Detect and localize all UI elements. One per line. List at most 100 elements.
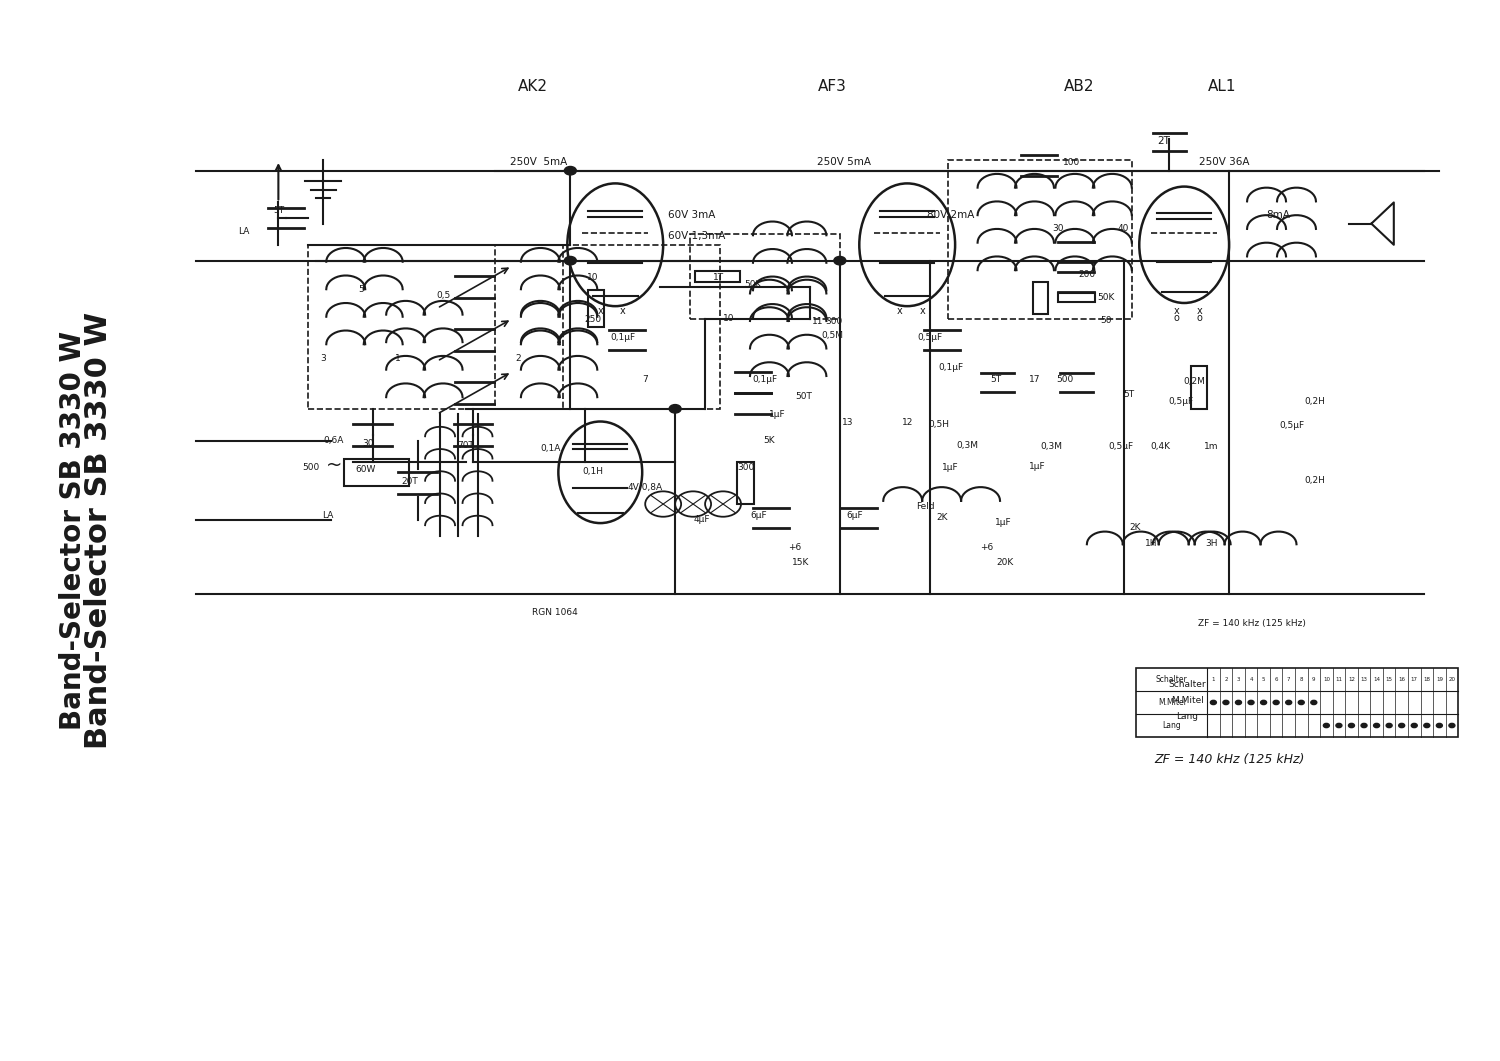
Text: 80V 2mA: 80V 2mA: [927, 210, 974, 221]
Text: 30: 30: [363, 439, 374, 448]
Text: 20T: 20T: [402, 477, 418, 486]
Text: 60V 3mA: 60V 3mA: [668, 210, 716, 221]
Text: 17: 17: [1410, 677, 1418, 682]
Text: x: x: [1197, 306, 1202, 315]
Text: 2: 2: [1224, 677, 1227, 682]
Text: 6μF: 6μF: [750, 510, 768, 520]
Text: 12: 12: [902, 418, 914, 427]
Text: 250V  5mA: 250V 5mA: [510, 157, 567, 168]
Circle shape: [1210, 700, 1216, 705]
Circle shape: [1437, 724, 1443, 728]
Text: 0,5M: 0,5M: [822, 331, 843, 340]
Text: 15: 15: [1386, 677, 1392, 682]
Text: 0,1A: 0,1A: [540, 445, 561, 453]
Text: ~: ~: [327, 456, 342, 475]
Text: 3H: 3H: [1204, 539, 1218, 549]
Text: 20: 20: [1449, 677, 1455, 682]
Text: 3: 3: [321, 354, 326, 363]
Text: 0,2H: 0,2H: [1304, 397, 1324, 405]
Text: 0,3M: 0,3M: [956, 441, 978, 450]
Circle shape: [1299, 700, 1305, 705]
Text: 8mA: 8mA: [1266, 210, 1290, 221]
Circle shape: [1286, 700, 1292, 705]
Text: 17: 17: [1029, 376, 1039, 384]
Circle shape: [669, 404, 681, 413]
Text: 7: 7: [1287, 677, 1290, 682]
Text: o: o: [1174, 313, 1179, 323]
Text: RGN 1064: RGN 1064: [532, 608, 578, 618]
Text: AF3: AF3: [818, 80, 848, 94]
Text: 1T: 1T: [712, 273, 724, 282]
Text: 250: 250: [584, 315, 602, 324]
Text: 50K: 50K: [744, 280, 762, 289]
Text: 0,1μF: 0,1μF: [610, 333, 636, 342]
Text: x: x: [620, 306, 626, 315]
Text: 1μF: 1μF: [1029, 463, 1045, 471]
Text: Lang: Lang: [1176, 712, 1198, 720]
Text: 4: 4: [1250, 677, 1252, 682]
Bar: [1137, 668, 1458, 736]
Bar: [309, 245, 562, 408]
Text: 0,3M: 0,3M: [1040, 442, 1062, 451]
Bar: [1191, 366, 1208, 408]
Text: 200: 200: [1078, 269, 1095, 279]
Text: Schalter: Schalter: [1168, 680, 1206, 689]
Circle shape: [1412, 724, 1418, 728]
Text: LA: LA: [322, 510, 333, 520]
Text: 1: 1: [396, 354, 400, 363]
Bar: [738, 462, 753, 504]
Text: LA: LA: [238, 227, 249, 237]
Circle shape: [1449, 724, 1455, 728]
Text: 10: 10: [1323, 677, 1330, 682]
Text: 70T: 70T: [458, 441, 474, 450]
Text: 500: 500: [303, 464, 320, 472]
Text: 30: 30: [1053, 224, 1064, 233]
Bar: [345, 458, 408, 486]
Circle shape: [1260, 700, 1266, 705]
Text: 1m: 1m: [1204, 442, 1218, 451]
Text: 0,1μF: 0,1μF: [753, 376, 777, 384]
Text: 14: 14: [1372, 677, 1380, 682]
Bar: [694, 272, 740, 282]
Circle shape: [1374, 724, 1380, 728]
Text: 100: 100: [1064, 158, 1080, 168]
Text: 300: 300: [736, 464, 754, 472]
Text: 2K: 2K: [1130, 523, 1140, 533]
Text: 0,5: 0,5: [436, 291, 450, 299]
Text: 0,5H: 0,5H: [928, 420, 950, 429]
Text: +6: +6: [980, 542, 993, 552]
Text: 10: 10: [586, 273, 598, 282]
Text: 6: 6: [1275, 677, 1278, 682]
Text: 10: 10: [723, 314, 735, 323]
Text: 500: 500: [1056, 376, 1072, 384]
Text: 0,4K: 0,4K: [1150, 442, 1170, 451]
Bar: [1058, 293, 1095, 302]
Text: 13: 13: [842, 418, 854, 427]
Text: 0,5μF: 0,5μF: [1280, 421, 1305, 430]
Circle shape: [1323, 724, 1329, 728]
Text: 0,5μF: 0,5μF: [916, 333, 942, 342]
Text: 0,6A: 0,6A: [324, 436, 344, 445]
Text: 2K: 2K: [936, 512, 948, 522]
Bar: [690, 234, 840, 319]
Text: 60W: 60W: [356, 466, 375, 474]
Circle shape: [1222, 700, 1228, 705]
Text: 3: 3: [1236, 677, 1240, 682]
Text: 50: 50: [1101, 316, 1112, 325]
Text: 1: 1: [1212, 677, 1215, 682]
Text: 50K: 50K: [1098, 293, 1114, 301]
Text: M.Mitel: M.Mitel: [1158, 698, 1185, 707]
Text: 1H: 1H: [1144, 539, 1158, 549]
Text: Lang: Lang: [1162, 721, 1180, 730]
Circle shape: [1360, 724, 1366, 728]
Text: 50T: 50T: [795, 393, 813, 401]
Text: 15K: 15K: [792, 558, 810, 568]
Circle shape: [1236, 700, 1242, 705]
Text: 16: 16: [1398, 677, 1406, 682]
Text: 5T: 5T: [273, 206, 284, 215]
Text: 9: 9: [1312, 677, 1316, 682]
Bar: [1034, 282, 1048, 314]
Text: AB2: AB2: [1064, 80, 1095, 94]
Text: 8: 8: [1299, 677, 1304, 682]
Text: 19: 19: [1436, 677, 1443, 682]
